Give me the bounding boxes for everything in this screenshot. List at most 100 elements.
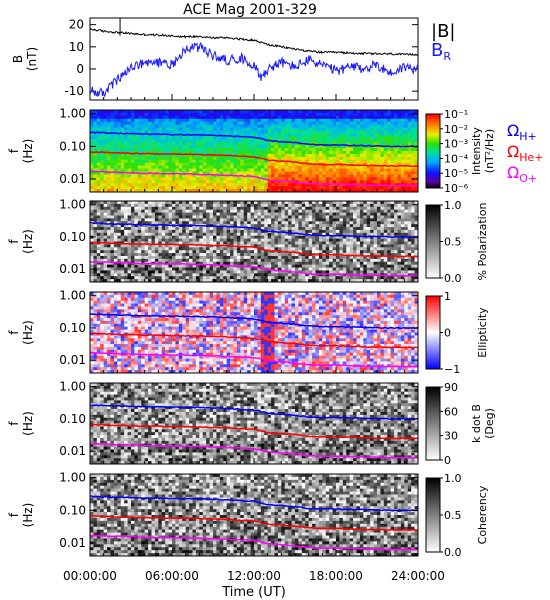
spectrogram-cell xyxy=(346,110,350,114)
spectrogram-cell xyxy=(291,238,296,242)
spectrogram-cell xyxy=(339,174,344,178)
spectrogram-cell xyxy=(267,121,272,125)
spectrogram-cell xyxy=(158,168,163,172)
spectrogram-cell xyxy=(312,174,316,178)
spectrogram-cell xyxy=(394,118,398,123)
spectrogram-cell xyxy=(284,253,289,257)
spectrogram-cell xyxy=(336,153,340,158)
spectrogram-cell xyxy=(363,136,368,140)
spectrogram-cell xyxy=(233,224,238,228)
spectrogram-cell xyxy=(141,142,145,146)
spectrogram-cell xyxy=(216,247,221,251)
spectrogram-cell xyxy=(134,221,139,225)
spectrogram-cell xyxy=(336,279,340,283)
spectrogram-cell xyxy=(172,212,176,216)
spectrogram-cell xyxy=(230,238,234,242)
spectrogram-cell xyxy=(247,112,251,117)
spectrogram-cell xyxy=(291,212,296,216)
spectrogram-cell xyxy=(247,235,251,239)
spectrogram-cell xyxy=(356,174,361,178)
spectrogram-cell xyxy=(192,130,197,134)
spectrogram-cell xyxy=(308,261,313,265)
spectrogram-cell xyxy=(356,212,361,216)
spectrogram-cell xyxy=(264,110,268,114)
spectrogram-cell xyxy=(230,201,234,205)
spectrogram-cell xyxy=(349,177,354,181)
spectrogram-cell xyxy=(206,165,210,169)
spectrogram-cell xyxy=(301,203,306,208)
spectrogram-cell xyxy=(206,145,210,149)
spectrogram-cell xyxy=(373,151,378,155)
spectrogram-cell xyxy=(127,206,132,210)
spectrogram-cell xyxy=(257,270,262,274)
spectrogram-cell xyxy=(356,209,361,213)
spectrogram-cell xyxy=(219,115,224,120)
spectrogram-cell xyxy=(165,151,169,155)
spectrogram-cell xyxy=(96,244,101,248)
spectrogram-cell xyxy=(236,124,241,128)
spectrogram-cell xyxy=(322,110,327,114)
spectrogram-cell xyxy=(336,218,340,222)
spectrogram-cell xyxy=(271,270,275,274)
spectrogram-cell xyxy=(137,215,142,219)
spectrogram-cell xyxy=(363,168,368,172)
spectrogram-cell xyxy=(213,112,217,117)
spectrogram-cell xyxy=(154,130,159,134)
spectrogram-cell xyxy=(349,124,354,128)
spectrogram-cell xyxy=(236,118,241,123)
spectrogram-cell xyxy=(124,273,128,277)
spectrogram-cell xyxy=(404,186,409,190)
spectrogram-cell xyxy=(257,124,262,128)
spectrogram-cell xyxy=(400,110,405,114)
spectrogram-cell xyxy=(154,133,159,137)
spectrogram-cell xyxy=(230,156,234,161)
spectrogram-cell xyxy=(226,206,231,210)
spectrogram-cell xyxy=(260,142,265,146)
spectrogram-cell xyxy=(291,145,296,149)
spectrogram-cell xyxy=(154,153,159,158)
spectrogram-cell xyxy=(308,159,313,164)
spectrogram-cell xyxy=(250,189,255,193)
spectrogram-cell xyxy=(124,229,128,234)
spectrogram-cell xyxy=(346,124,350,128)
spectrogram-cell xyxy=(120,121,125,125)
spectrogram-cell xyxy=(274,189,279,193)
spectrogram-cell xyxy=(284,203,289,208)
spectrogram-cell xyxy=(110,279,115,283)
spectrogram-cell xyxy=(264,221,268,225)
spectrogram-cell xyxy=(274,276,279,280)
spectrogram-cell xyxy=(387,127,391,131)
spectrogram-cell xyxy=(332,127,337,131)
spectrogram-cell xyxy=(110,118,115,123)
spectrogram-cell xyxy=(250,215,255,219)
spectrogram-cell xyxy=(342,215,347,219)
spectrogram-cell xyxy=(165,221,169,225)
spectrogram-cell xyxy=(240,183,245,187)
spectrogram-cell xyxy=(247,215,251,219)
spectrogram-cell xyxy=(383,168,388,172)
spectrogram-cell xyxy=(185,130,190,134)
spectrogram-cell xyxy=(141,221,145,225)
spectrogram-cell xyxy=(346,153,350,158)
spectrogram-cell xyxy=(295,206,299,210)
spectrogram-cell xyxy=(349,171,354,175)
spectrogram-cell xyxy=(195,238,200,242)
spectrogram-cell xyxy=(250,221,255,225)
spectrogram-cell xyxy=(257,203,262,208)
spectrogram-cell xyxy=(342,255,347,260)
spectrogram-cell xyxy=(308,203,313,208)
spectrogram-cell xyxy=(90,156,94,161)
spectrogram-cell xyxy=(349,264,354,268)
spectrogram-cell xyxy=(318,270,323,274)
spectrogram-cell xyxy=(233,253,238,257)
spectrogram-cell xyxy=(127,168,132,172)
spectrogram-cell xyxy=(182,250,186,254)
spectrogram-cell xyxy=(154,279,159,283)
spectrogram-cell xyxy=(219,136,224,140)
spectrogram-cell xyxy=(96,180,101,184)
spectrogram-cell xyxy=(315,139,320,143)
spectrogram-cell xyxy=(267,215,272,219)
spectrogram-cell xyxy=(154,142,159,146)
spectrogram-cell xyxy=(254,112,258,117)
spectrogram-cell xyxy=(236,136,241,140)
